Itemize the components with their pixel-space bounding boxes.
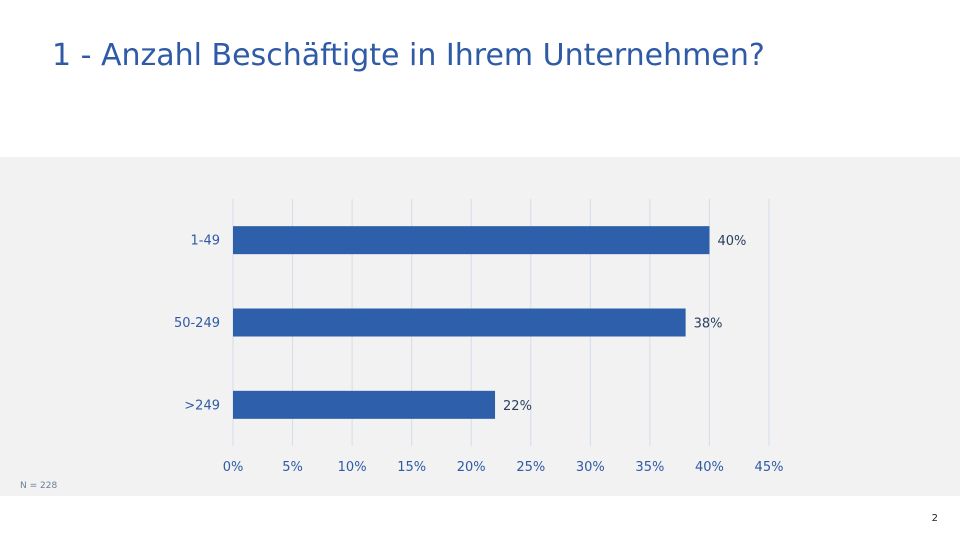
x-tick-label: 10% xyxy=(338,460,367,475)
bar xyxy=(233,308,686,337)
page-number: 2 xyxy=(931,513,938,524)
category-label: 1-49 xyxy=(190,234,220,249)
data-label: 40% xyxy=(717,234,746,249)
bar xyxy=(233,226,710,255)
data-label: 38% xyxy=(694,317,723,332)
sample-size-note: N = 228 xyxy=(20,481,58,491)
x-tick-label: 40% xyxy=(695,460,724,475)
slide-title: 1 - Anzahl Beschäftigte in Ihrem Unterne… xyxy=(52,38,765,73)
x-tick-label: 5% xyxy=(282,460,303,475)
x-tick-label: 0% xyxy=(223,460,244,475)
bar xyxy=(233,390,496,419)
category-label: 50-249 xyxy=(174,316,220,331)
category-label: >249 xyxy=(184,398,220,413)
x-tick-label: 15% xyxy=(397,460,426,475)
x-tick-label: 25% xyxy=(516,460,545,475)
data-label: 22% xyxy=(503,399,532,414)
x-tick-label: 30% xyxy=(576,460,605,475)
x-tick-label: 35% xyxy=(635,460,664,475)
x-tick-label: 45% xyxy=(755,460,784,475)
x-tick-label: 20% xyxy=(457,460,486,475)
